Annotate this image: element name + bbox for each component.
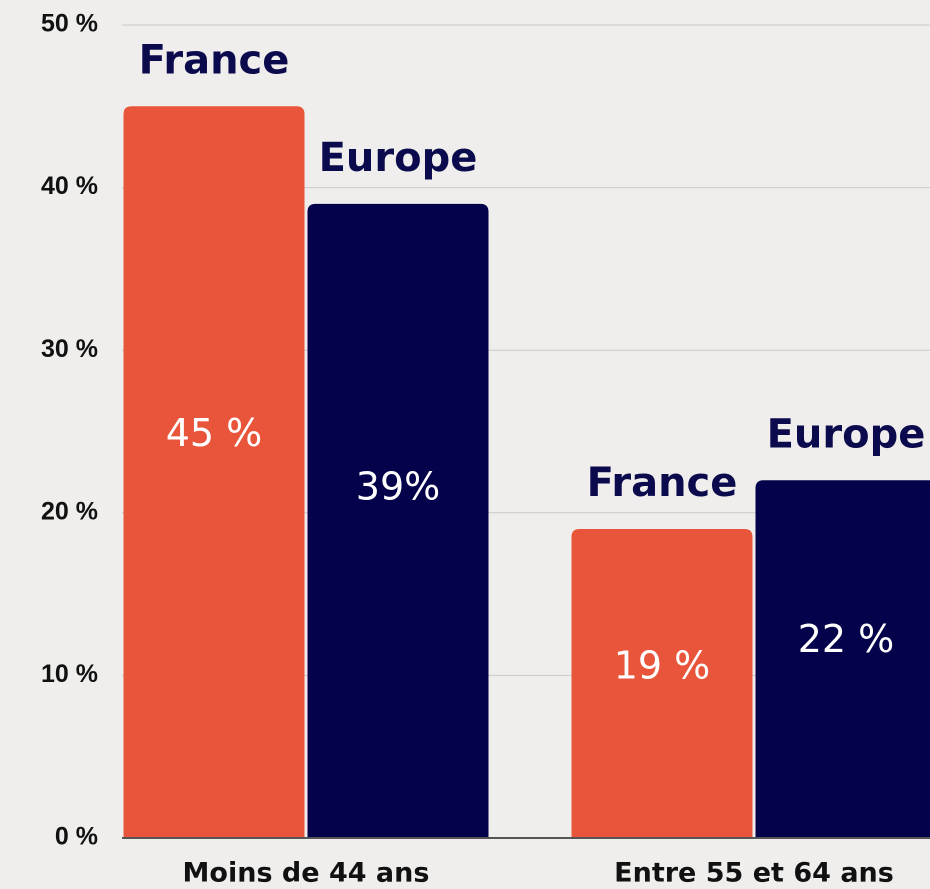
x-tick-label: Entre 55 et 64 ans [614, 858, 894, 889]
y-tick-label: 20 % [41, 497, 98, 525]
y-tick-label: 50 % [41, 10, 98, 38]
y-tick-label: 0 % [55, 823, 98, 851]
series-label: France [587, 460, 738, 506]
series-label: France [139, 37, 290, 83]
bar [755, 480, 930, 838]
bar [307, 203, 489, 839]
y-tick-label: 30 % [41, 335, 98, 363]
value-label: 45 % [166, 411, 263, 455]
bar [571, 529, 753, 838]
y-tick-label: 10 % [41, 660, 98, 688]
value-label: 22 % [798, 617, 895, 661]
series-label: Europe [767, 411, 926, 457]
series-label: Europe [319, 135, 478, 181]
value-label: 39% [356, 465, 440, 509]
y-tick-label: 40 % [41, 172, 98, 200]
x-tick-label: Moins de 44 ans [183, 858, 430, 889]
value-label: 19 % [614, 644, 711, 688]
bar [123, 106, 305, 839]
